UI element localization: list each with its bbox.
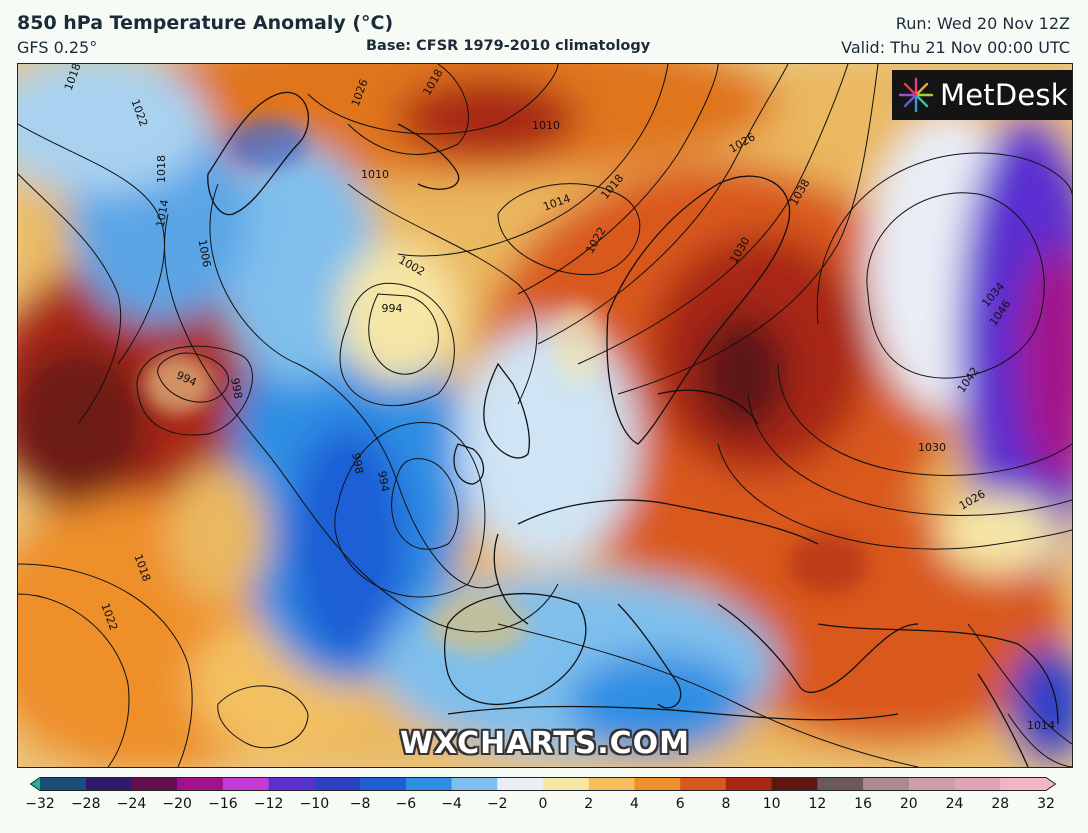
colorbar-cell xyxy=(817,777,864,791)
colorbar-tick-label: 24 xyxy=(945,796,964,812)
colorbar-tick-label: −24 xyxy=(116,796,147,812)
colorbar-cell xyxy=(634,777,681,791)
isobar-label: 1014 xyxy=(154,198,172,228)
colorbar-tick-label: −8 xyxy=(349,796,371,812)
isobars xyxy=(18,64,1072,767)
isobar-label: 994 xyxy=(382,302,403,315)
colorbar-tick-label: 4 xyxy=(629,796,639,812)
anomaly-shading xyxy=(18,64,1072,767)
colorbar-tick-label: 0 xyxy=(538,796,548,812)
colorbar-cell xyxy=(451,777,498,791)
colorbar-ticks: −32 −28 −24 −20 −16 −12 −10 −8 −6 −4 −2 0 2 4 6 8 10 12 16… xyxy=(0,796,1088,818)
colorbar-cell xyxy=(771,777,818,791)
colorbar-cell xyxy=(314,777,361,791)
isobar-label: 1030 xyxy=(918,441,946,454)
colorbar xyxy=(30,777,1056,791)
colorbar-tick-label: −12 xyxy=(253,796,284,812)
isobar-label: 1018 xyxy=(155,155,168,183)
isobar-label: 1010 xyxy=(532,119,560,132)
colorbar-cell xyxy=(360,777,407,791)
wxcharts-watermark: WXCHARTS.COM xyxy=(399,726,691,761)
colorbar-cell xyxy=(725,777,773,791)
isobar-label: 1010 xyxy=(361,168,389,181)
colorbar-tick-label: −28 xyxy=(70,796,101,812)
colorbar-tick-label: 32 xyxy=(1037,796,1055,812)
colorbar-cell xyxy=(908,777,956,791)
isobar-label: 994 xyxy=(375,470,391,493)
colorbar-cell xyxy=(954,777,1001,791)
colorbar-tick-label: 20 xyxy=(899,796,918,812)
colorbar-cell xyxy=(588,777,635,791)
colorbar-low-triangle xyxy=(30,777,40,791)
isobar-label: 998 xyxy=(228,377,244,400)
colorbar-tick-label: −10 xyxy=(299,796,330,812)
isobar-label: 1014 xyxy=(1027,719,1055,732)
colorbar-tick-label: −20 xyxy=(162,796,192,812)
run-time-label: Run: Wed 20 Nov 12Z xyxy=(895,14,1070,33)
colorbar-cell xyxy=(405,777,453,791)
colorbar-tick-label: 2 xyxy=(584,796,594,812)
colorbar-cell xyxy=(177,777,224,791)
colorbar-tick-label: 28 xyxy=(991,796,1010,812)
chart-title: 850 hPa Temperature Anomaly (°C) xyxy=(17,12,394,34)
colorbar-cell xyxy=(497,777,544,791)
colorbar-high-triangle xyxy=(1046,777,1056,791)
colorbar-tick-label: −4 xyxy=(441,796,462,812)
colorbar-cell xyxy=(222,777,270,791)
colorbar-cell xyxy=(85,777,132,791)
colorbar-tick-label: 12 xyxy=(808,796,827,812)
metdesk-logo: MetDesk xyxy=(892,70,1072,120)
colorbar-cell xyxy=(680,777,727,791)
isobar-label: 998 xyxy=(349,452,365,475)
colorbar-tick-label: −16 xyxy=(208,796,238,812)
climatology-base-label: Base: CFSR 1979-2010 climatology xyxy=(366,38,651,54)
colorbar-tick-label: 16 xyxy=(854,796,872,812)
colorbar-cell xyxy=(131,777,178,791)
colorbar-tick-label: 10 xyxy=(762,796,781,812)
colorbar-cell xyxy=(863,777,910,791)
colorbar-tick-label: −6 xyxy=(395,796,417,812)
model-label: GFS 0.25° xyxy=(17,38,98,57)
colorbar-tick-label: −2 xyxy=(486,796,508,812)
metdesk-logo-text: MetDesk xyxy=(940,78,1068,112)
metdesk-burst-icon xyxy=(898,77,934,113)
anomaly-map: 1018 1022 1026 1018 1010 1018 1014 1006 1002 994 9… xyxy=(17,63,1073,768)
colorbar-tick-label: 6 xyxy=(675,796,685,812)
colorbar-cell xyxy=(40,777,87,791)
coastlines xyxy=(207,91,1059,767)
colorbar-tick-label: −32 xyxy=(25,796,55,812)
colorbar-cell xyxy=(1000,777,1047,791)
valid-time-label: Valid: Thu 21 Nov 00:00 UTC xyxy=(841,38,1070,57)
colorbar-tick-label: 8 xyxy=(721,796,731,812)
colorbar-cell xyxy=(268,777,315,791)
colorbar-cell xyxy=(543,777,590,791)
isobar-label: 1006 xyxy=(196,238,214,268)
